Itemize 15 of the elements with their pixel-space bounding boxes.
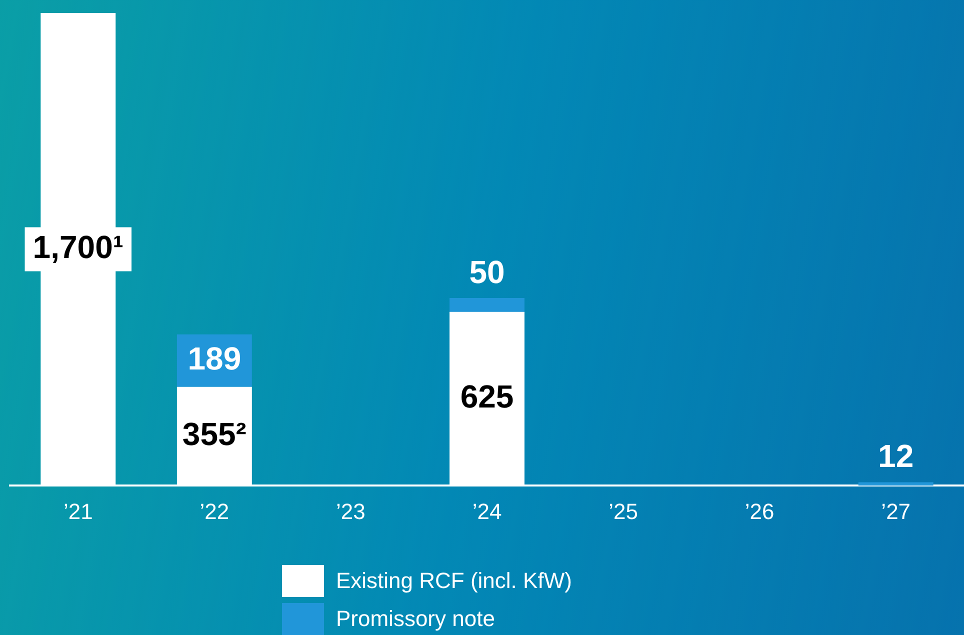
x-tick-label: ’26 bbox=[744, 498, 774, 524]
data-label: 50 bbox=[469, 254, 505, 290]
data-label: 1,700¹ bbox=[32, 229, 124, 266]
data-label: 189 bbox=[188, 340, 242, 376]
x-tick-label: ’25 bbox=[608, 498, 638, 524]
legend-label: Promissory note bbox=[336, 606, 495, 632]
data-label: 625 bbox=[460, 378, 514, 415]
x-tick-label: ’21 bbox=[63, 498, 93, 524]
x-tick-label: ’24 bbox=[472, 498, 502, 524]
x-tick-label: ’27 bbox=[881, 498, 911, 524]
legend-label: Existing RCF (incl. KfW) bbox=[336, 568, 572, 594]
x-tick-label: ’23 bbox=[336, 498, 366, 524]
data-label: 12 bbox=[878, 438, 914, 474]
data-label: 355² bbox=[182, 416, 246, 452]
x-tick-label: ’22 bbox=[200, 498, 230, 524]
